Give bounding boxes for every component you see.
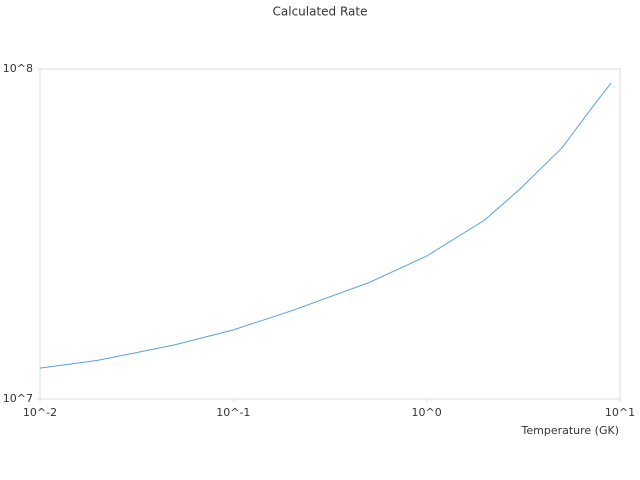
chart-title: Calculated Rate (273, 5, 368, 19)
plot-frame (39, 68, 621, 400)
x-tick-label: 10^1 (605, 406, 635, 419)
x-tick-label: 10^0 (412, 406, 442, 419)
x-tick-label: 10^-2 (23, 406, 57, 419)
x-axis-label: Temperature (GK) (521, 424, 620, 437)
x-tick-label: 10^-1 (216, 406, 250, 419)
data-line (39, 82, 612, 369)
y-tick-label: 10^8 (3, 62, 33, 75)
y-tick-label: 10^7 (3, 392, 33, 405)
